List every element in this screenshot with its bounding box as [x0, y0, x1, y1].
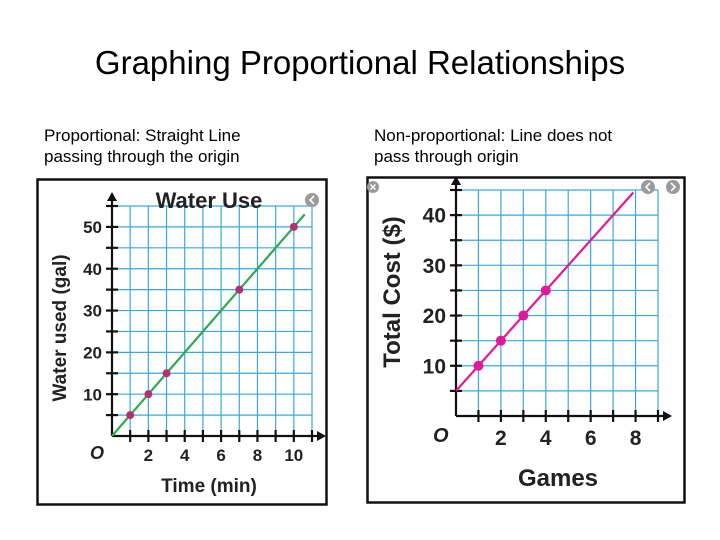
trend-line [111, 213, 306, 437]
nav-back-icon[interactable] [641, 180, 655, 194]
axes [106, 192, 326, 442]
data-point [540, 285, 551, 296]
water-use-chart: 10 20 30 40 50 2 4 6 8 10 Water Use Time (min) Wa… [36, 178, 328, 506]
y-tick-label: 20 [83, 343, 102, 362]
x-tick-label: 2 [144, 446, 153, 465]
caption-right-line-2: pass through origin [374, 147, 519, 166]
x-tick-label: 10 [284, 446, 303, 465]
games-cost-chart-svg: 10 20 30 40 2 4 6 8 Games Total Cost ($) O [366, 176, 686, 504]
y-tick-label: 30 [423, 255, 446, 278]
y-axis-arrow [107, 192, 117, 201]
data-point [289, 222, 298, 231]
y-tick-label: 10 [83, 385, 102, 404]
caption-left-line-1: Proportional: Straight Line [44, 126, 241, 145]
x-tick-label: 4 [540, 427, 552, 450]
grid [112, 205, 313, 436]
data-point [235, 285, 244, 294]
caption-right-line-1: Non-proportional: Line does not [374, 126, 613, 145]
caption-non-proportional: Non-proportional: Line does not pass thr… [374, 125, 694, 167]
close-icon[interactable] [367, 181, 379, 193]
data-point [162, 369, 171, 378]
games-cost-chart: 10 20 30 40 2 4 6 8 Games Total Cost ($) O [366, 176, 686, 504]
tick-labels: 10 20 30 40 2 4 6 8 [423, 205, 642, 450]
caption-proportional: Proportional: Straight Line passing thro… [44, 125, 334, 167]
x-tick-label: 8 [630, 427, 642, 450]
data-point [473, 360, 484, 371]
data-point [126, 411, 135, 420]
data-point [144, 390, 153, 399]
y-tick-label: 10 [423, 355, 446, 378]
x-axis-arrow [317, 431, 326, 441]
grid [456, 189, 659, 416]
x-axis-label: Time (min) [161, 476, 257, 497]
y-axis-arrow [451, 176, 461, 185]
caption-left-line-2: passing through the origin [44, 147, 240, 166]
y-tick-label: 40 [423, 205, 446, 228]
x-tick-label: 2 [495, 427, 507, 450]
chart-title: Water Use [156, 188, 263, 213]
x-tick-label: 4 [180, 446, 190, 465]
x-axis-label: Games [518, 465, 598, 492]
tick-labels: 10 20 30 40 50 2 4 6 8 10 [83, 218, 303, 465]
nav-back-icon[interactable] [305, 193, 319, 207]
slide-title: Graphing Proportional Relationships [94, 44, 626, 81]
data-point [518, 310, 529, 321]
data-points [126, 222, 298, 420]
x-tick-label: 6 [585, 427, 597, 450]
chart-frame [366, 176, 686, 504]
data-points [473, 285, 551, 371]
origin-label: O [90, 443, 104, 463]
y-axis-label: Total Cost ($) [379, 216, 406, 368]
y-axis-label: Water used (gal) [50, 254, 71, 401]
y-tick-label: 40 [83, 260, 102, 279]
y-tick-label: 20 [423, 305, 446, 328]
x-tick-label: 8 [253, 446, 262, 465]
nav-forward-icon[interactable] [666, 180, 680, 194]
axes [450, 176, 672, 422]
x-tick-label: 6 [216, 446, 225, 465]
data-point [495, 335, 506, 346]
y-tick-label: 30 [83, 302, 102, 321]
chart-frame [36, 178, 328, 506]
y-tick-label: 50 [83, 218, 102, 237]
origin-label: O [433, 425, 449, 447]
x-axis-arrow [663, 411, 672, 421]
water-use-chart-svg: 10 20 30 40 50 2 4 6 8 10 Water Use Time (min) Wa… [36, 178, 328, 506]
